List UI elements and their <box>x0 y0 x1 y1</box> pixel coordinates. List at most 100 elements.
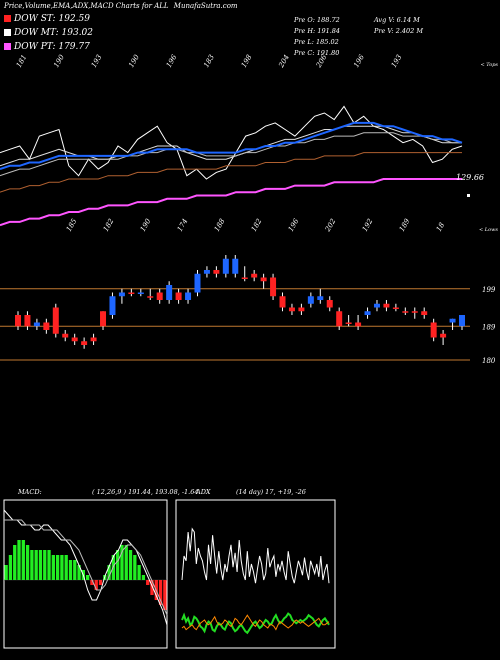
legend-swatch-pt <box>4 43 11 50</box>
macd-hist-bar <box>21 540 25 580</box>
top-tick-label: 196 <box>352 53 366 69</box>
adx-series-adx <box>181 527 330 584</box>
macd-hist-bar <box>13 545 17 580</box>
candle-body <box>166 285 173 300</box>
legend-swatch-st <box>4 15 11 22</box>
candle-body <box>147 296 154 298</box>
macd-hist-bar <box>25 545 30 580</box>
macd-hist-bar <box>120 545 124 580</box>
chart-title: Price,Volume,EMA,ADX,MACD Charts for ALL… <box>4 2 238 10</box>
candle-body <box>62 333 69 338</box>
bottom-tick-label: 174 <box>176 217 190 233</box>
candle-body <box>156 292 163 300</box>
candle-body <box>449 318 456 323</box>
macd-hist-bar <box>90 580 94 585</box>
macd-hist-bar <box>51 555 55 580</box>
adx-series-minus_di <box>181 614 330 631</box>
top-tick-label: 181 <box>15 53 29 69</box>
top-tick-label: 204 <box>277 53 291 69</box>
macd-hist-bar <box>158 580 163 605</box>
candle-body <box>213 270 220 274</box>
candle-body <box>118 292 125 297</box>
last-price-label: 129.66 <box>456 173 484 182</box>
macd-line <box>3 509 168 626</box>
candle-body <box>241 277 248 279</box>
price-axis-label: 189 <box>482 323 496 331</box>
candle-body <box>71 337 78 342</box>
candle-body <box>279 296 286 308</box>
candle-body <box>421 311 428 315</box>
candle-body <box>175 292 182 300</box>
legend-swatch-mt <box>4 29 11 36</box>
legend-dow-mt: DOW MT: 193.02 <box>4 28 93 38</box>
macd-hist-bar <box>128 550 133 580</box>
macd-hist-bar <box>141 575 146 580</box>
candle-body <box>194 273 201 293</box>
macd-hist-bar <box>73 560 77 580</box>
site-name: MunafaSutra.com <box>173 2 238 10</box>
candle-body <box>402 311 409 313</box>
candle-body <box>355 322 362 327</box>
ema-series-ema_mid <box>0 132 462 177</box>
legend-value-mt: 193.02 <box>61 28 94 38</box>
legend-label-st: DOW ST: <box>14 14 56 24</box>
bottom-tick-label: 185 <box>65 217 79 233</box>
top-tick-label: 196 <box>165 53 179 69</box>
stat-pre-close: Pre C: 191.80 <box>294 49 340 57</box>
top-tick-label: 193 <box>90 53 104 69</box>
macd-hist-bar <box>146 580 150 585</box>
candle-body <box>298 307 305 312</box>
stat-pre-open: Pre O: 188.72 <box>294 16 340 24</box>
macd-hist-bar <box>64 555 68 580</box>
bottom-tick-label: 192 <box>361 217 375 233</box>
adx-series-plus_di <box>181 612 330 635</box>
ema-series-ema_pt <box>0 178 462 227</box>
top-tick-label: 190 <box>127 53 141 69</box>
candle-body <box>33 322 40 327</box>
top-tick-label: 190 <box>52 53 66 69</box>
macd-hist-bar <box>94 580 98 590</box>
macd-hist-bar <box>133 555 137 580</box>
candle-body <box>260 277 267 282</box>
price-axis-label: 180 <box>482 357 496 365</box>
adx-params: (14 day) 17, +19, -26 <box>236 488 306 496</box>
candle-body <box>109 296 116 315</box>
bottom-tick-label: 202 <box>323 217 337 234</box>
bottom-tick-label: 18 <box>435 221 447 233</box>
candle-body <box>326 300 333 308</box>
candle-body <box>373 303 380 308</box>
top-tick-label: 198 <box>240 53 254 69</box>
legend-dow-st: DOW ST: 192.59 <box>4 14 90 24</box>
macd-hist-bar <box>107 565 111 580</box>
macd-hist-bar <box>163 580 167 610</box>
bottom-tick-label: 190 <box>139 217 153 233</box>
macd-hist-bar <box>68 560 73 580</box>
macd-signal-line <box>4 519 168 616</box>
candle-body <box>364 311 371 315</box>
legend-label-mt: DOW MT: <box>14 28 59 38</box>
top-tick-label: 193 <box>390 53 404 69</box>
stat-avg-volume: Avg V: 6.14 M <box>374 16 420 24</box>
candle-body <box>430 322 437 338</box>
candle-body <box>222 258 229 274</box>
macd-hist-bar <box>8 555 13 580</box>
bottom-tick-label: 182 <box>102 217 116 233</box>
candle-body <box>43 322 50 330</box>
macd-hist-bar <box>124 545 128 580</box>
macd-hist-bar <box>47 550 51 580</box>
title-text: Price,Volume,EMA,ADX,MACD Charts for ALL <box>4 2 169 10</box>
candle-body <box>15 315 21 327</box>
candle-body <box>317 296 324 300</box>
macd-hist-bar <box>60 555 64 580</box>
candle-body <box>288 307 295 312</box>
macd-params: ( 12,26,9 ) 191.44, 193.08, -1.64 <box>92 488 199 496</box>
macd-hist-bar <box>38 550 43 580</box>
ema-series-ema_short <box>0 125 462 167</box>
candle-body <box>411 311 418 313</box>
macd-hist-bar <box>98 580 103 585</box>
candle-body <box>232 258 239 274</box>
candle-body <box>345 322 352 324</box>
macd-hist-bar <box>30 550 34 580</box>
candle-body <box>336 311 343 327</box>
